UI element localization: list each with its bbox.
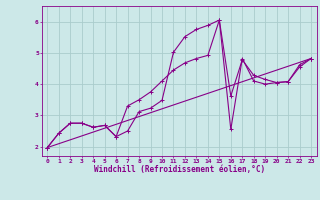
X-axis label: Windchill (Refroidissement éolien,°C): Windchill (Refroidissement éolien,°C) [94, 165, 265, 174]
